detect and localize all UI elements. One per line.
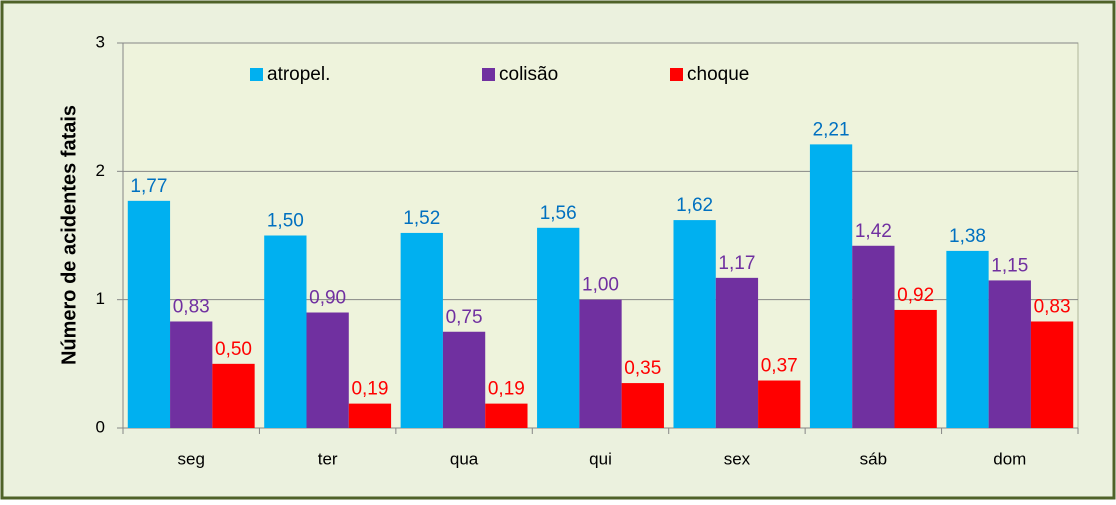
bar bbox=[673, 220, 716, 428]
bar bbox=[579, 299, 622, 428]
value-label: 0,83 bbox=[173, 296, 210, 317]
x-tick-label: qua bbox=[450, 449, 479, 468]
x-tick-label: ter bbox=[318, 449, 338, 468]
legend-label: atropel. bbox=[267, 64, 330, 85]
bar bbox=[485, 403, 528, 428]
bar bbox=[127, 200, 171, 428]
value-label: 1,00 bbox=[582, 275, 619, 296]
legend-label: colisão bbox=[499, 64, 558, 85]
value-label: 0,50 bbox=[215, 339, 252, 360]
value-label: 0,83 bbox=[1034, 296, 1071, 317]
bar bbox=[1030, 321, 1074, 428]
value-label: 1,42 bbox=[855, 221, 892, 242]
y-tick-label: 2 bbox=[96, 161, 105, 180]
y-tick-label: 0 bbox=[96, 417, 105, 436]
value-label: 0,92 bbox=[897, 285, 934, 306]
value-label: 0,75 bbox=[446, 307, 483, 328]
value-label: 1,62 bbox=[676, 195, 713, 216]
value-label: 0,90 bbox=[309, 288, 346, 309]
value-label: 1,17 bbox=[718, 253, 755, 274]
bar bbox=[988, 280, 1031, 428]
value-label: 1,38 bbox=[949, 226, 986, 247]
bar bbox=[715, 277, 759, 428]
legend-swatch bbox=[670, 68, 683, 81]
y-tick-label: 3 bbox=[96, 32, 105, 51]
bar bbox=[946, 250, 989, 428]
value-label: 1,56 bbox=[540, 203, 577, 224]
bar bbox=[264, 235, 307, 428]
bar bbox=[212, 363, 255, 428]
x-tick-label: dom bbox=[993, 449, 1026, 468]
value-label: 0,35 bbox=[624, 358, 661, 379]
bar bbox=[170, 321, 213, 428]
value-label: 0,37 bbox=[761, 356, 798, 377]
value-label: 0,19 bbox=[488, 379, 525, 400]
bar bbox=[852, 245, 895, 428]
value-label: 1,50 bbox=[267, 211, 304, 232]
y-tick-label: 1 bbox=[96, 289, 105, 308]
value-label: 1,77 bbox=[130, 176, 167, 197]
value-label: 0,19 bbox=[351, 379, 388, 400]
bar bbox=[621, 383, 664, 428]
value-label: 2,21 bbox=[813, 119, 850, 140]
value-label: 1,52 bbox=[403, 208, 440, 229]
y-axis-title: Número de acidentes fatais bbox=[58, 105, 80, 365]
bar bbox=[442, 331, 486, 428]
bar bbox=[400, 232, 443, 428]
x-tick-label: sex bbox=[724, 449, 751, 468]
bar bbox=[758, 380, 801, 428]
bar bbox=[306, 312, 349, 428]
x-tick-label: qui bbox=[589, 449, 612, 468]
legend-label: choque bbox=[687, 64, 749, 85]
bar bbox=[894, 309, 937, 428]
legend-swatch bbox=[482, 68, 495, 81]
bar bbox=[537, 227, 580, 428]
x-tick-label: seg bbox=[178, 449, 205, 468]
bar bbox=[348, 403, 392, 428]
value-label: 1,15 bbox=[991, 255, 1028, 276]
bar bbox=[809, 144, 853, 428]
x-tick-label: sáb bbox=[860, 449, 887, 468]
legend-swatch bbox=[250, 68, 263, 81]
